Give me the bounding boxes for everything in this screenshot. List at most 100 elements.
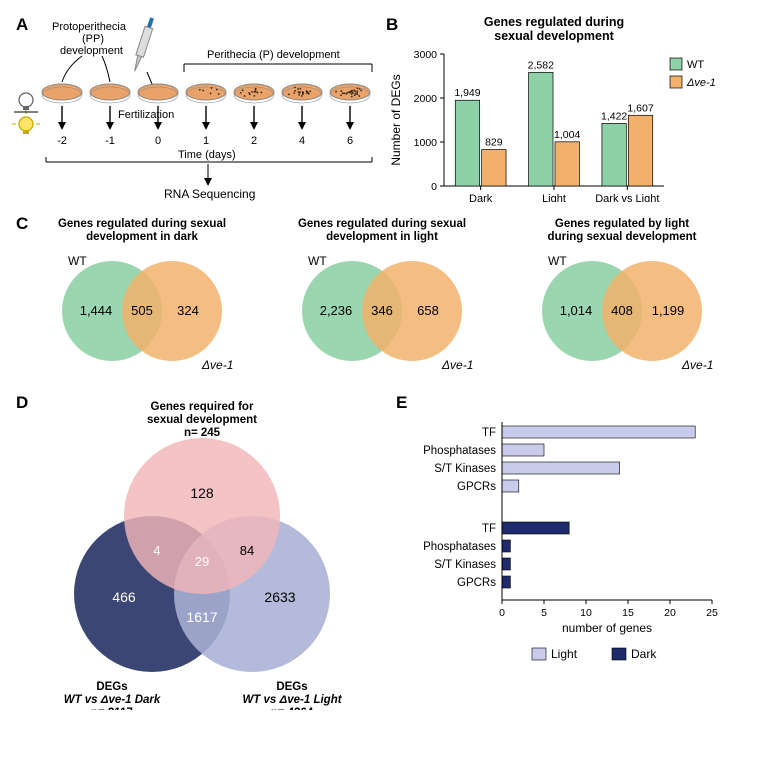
svg-text:829: 829: [485, 137, 503, 149]
svg-text:S/T Kinases: S/T Kinases: [434, 559, 496, 571]
panel-e: E TF Phosphatases S/T Kinases GPCRs TF Phosph…: [392, 390, 742, 713]
svg-text:WT: WT: [68, 254, 87, 268]
svg-text:4: 4: [153, 543, 160, 558]
svg-text:15: 15: [622, 607, 634, 619]
svg-text:Light: Light: [542, 193, 566, 202]
svg-text:S/T Kinases: S/T Kinases: [434, 463, 496, 475]
svg-text:5: 5: [541, 607, 547, 619]
svg-text:Genes regulated during sexual: Genes regulated during sexual: [298, 218, 466, 230]
row-de: D Genes required forsexual developmentn=…: [12, 390, 746, 713]
panel-b-letter: B: [386, 15, 398, 34]
svg-text:during sexual development: during sexual development: [548, 231, 697, 243]
svg-text:Δve-1: Δve-1: [681, 358, 713, 372]
svg-text:1,422: 1,422: [601, 110, 627, 122]
row-c: C Genes regulated during sexualdevelopme…: [12, 211, 746, 384]
panel-d-letter: D: [16, 393, 28, 412]
p-label: Perithecia (P) development: [207, 49, 340, 61]
svg-text:4: 4: [299, 135, 305, 147]
svg-text:WT: WT: [687, 59, 704, 71]
svg-text:10: 10: [580, 607, 592, 619]
panel-c-letter: C: [16, 214, 28, 233]
svg-text:Δve-1: Δve-1: [441, 358, 473, 372]
svg-text:number of genes: number of genes: [562, 621, 652, 635]
svg-text:1,949: 1,949: [454, 87, 480, 99]
svg-text:-1: -1: [105, 135, 115, 147]
panel-d: D Genes required forsexual developmentn=…: [12, 390, 392, 713]
svg-text:GPCRs: GPCRs: [457, 481, 496, 493]
svg-text:Genes required for: Genes required for: [151, 401, 254, 413]
panel-b: B Genes regulated duringsexual developme…: [382, 12, 742, 205]
svg-text:1,014: 1,014: [560, 303, 593, 318]
svg-text:346: 346: [371, 303, 393, 318]
svg-text:1,004: 1,004: [554, 129, 580, 141]
svg-text:3000: 3000: [414, 49, 438, 61]
svg-text:WT: WT: [308, 254, 327, 268]
svg-text:GPCRs: GPCRs: [457, 577, 496, 589]
svg-text:2,236: 2,236: [320, 303, 353, 318]
svg-text:Genes regulated during: Genes regulated during: [484, 15, 624, 29]
svg-text:Number of DEGs: Number of DEGs: [389, 74, 403, 165]
svg-text:Δve-1: Δve-1: [201, 358, 233, 372]
svg-text:505: 505: [131, 303, 153, 318]
svg-text:1,607: 1,607: [627, 102, 653, 114]
svg-text:0: 0: [499, 607, 505, 619]
panel-a: A Protoperithecia (PP) development: [12, 12, 382, 205]
svg-text:WT vs Δve-1 Dark: WT vs Δve-1 Dark: [64, 694, 161, 706]
time-axis-label: Time (days): [178, 149, 236, 161]
svg-text:466: 466: [112, 589, 136, 605]
svg-text:84: 84: [240, 543, 254, 558]
svg-text:1,444: 1,444: [80, 303, 113, 318]
svg-text:1617: 1617: [186, 609, 217, 625]
svg-text:0: 0: [155, 135, 161, 147]
svg-text:n= 245: n= 245: [184, 427, 221, 439]
svg-text:Phosphatases: Phosphatases: [423, 541, 496, 553]
svg-text:TF: TF: [482, 427, 496, 439]
svg-text:TF: TF: [482, 523, 496, 535]
svg-text:n= 2117: n= 2117: [91, 707, 133, 710]
svg-text:Dark: Dark: [631, 647, 657, 661]
row-ab: A Protoperithecia (PP) development: [12, 12, 746, 205]
svg-text:WT vs Δve-1 Light: WT vs Δve-1 Light: [242, 694, 342, 706]
panel-a-letter: A: [16, 15, 28, 34]
svg-text:development in dark: development in dark: [86, 231, 198, 243]
svg-text:Dark: Dark: [469, 193, 493, 202]
svg-text:Phosphatases: Phosphatases: [423, 445, 496, 457]
svg-text:658: 658: [417, 303, 439, 318]
svg-text:DEGs: DEGs: [276, 681, 307, 693]
panel-b-svg: B Genes regulated duringsexual developme…: [382, 12, 742, 202]
pp-label-line2: (PP): [82, 33, 104, 45]
svg-text:25: 25: [706, 607, 718, 619]
panel-d-svg: D Genes required forsexual developmentn=…: [12, 390, 392, 710]
panel-c-svg: C Genes regulated during sexualdevelopme…: [12, 211, 742, 381]
svg-text:0: 0: [431, 181, 437, 193]
svg-text:DEGs: DEGs: [96, 681, 127, 693]
pp-label-line3: development: [60, 45, 123, 57]
fert-label: Fertilization: [118, 109, 174, 121]
svg-text:sexual development: sexual development: [494, 29, 614, 43]
svg-text:sexual development: sexual development: [147, 414, 257, 426]
rnaseq-label: RNA Sequencing: [164, 187, 255, 201]
svg-text:development in light: development in light: [326, 231, 438, 243]
pp-label-line1: Protoperithecia: [52, 21, 127, 33]
svg-text:2,582: 2,582: [528, 59, 554, 71]
svg-text:Genes regulated by light: Genes regulated by light: [555, 218, 689, 230]
svg-text:WT: WT: [548, 254, 567, 268]
svg-text:408: 408: [611, 303, 633, 318]
svg-text:128: 128: [190, 485, 214, 501]
svg-text:2: 2: [251, 135, 257, 147]
svg-text:20: 20: [664, 607, 676, 619]
svg-text:2000: 2000: [414, 93, 438, 105]
svg-text:Δve-1: Δve-1: [686, 77, 716, 89]
panel-e-svg: E TF Phosphatases S/T Kinases GPCRs TF Phosph…: [392, 390, 742, 710]
svg-text:1,199: 1,199: [652, 303, 685, 318]
svg-text:Dark vs Light: Dark vs Light: [595, 193, 659, 202]
panel-e-letter: E: [396, 393, 407, 412]
svg-text:Light: Light: [551, 647, 578, 661]
svg-text:6: 6: [347, 135, 353, 147]
svg-text:29: 29: [195, 554, 209, 569]
svg-text:-2: -2: [57, 135, 67, 147]
svg-text:2633: 2633: [264, 589, 295, 605]
svg-text:Genes regulated during sexual: Genes regulated during sexual: [58, 218, 226, 230]
panel-c: C Genes regulated during sexualdevelopme…: [12, 211, 742, 384]
svg-text:324: 324: [177, 303, 199, 318]
